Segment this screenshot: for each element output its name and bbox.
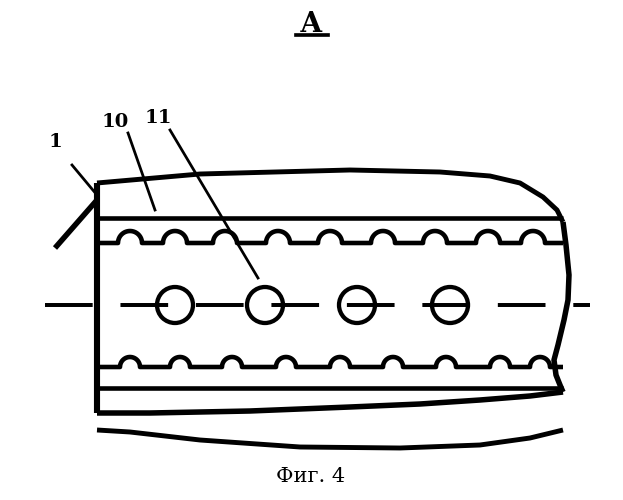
Text: 11: 11	[145, 109, 172, 127]
Text: Фиг. 4: Фиг. 4	[277, 466, 346, 485]
Text: 1: 1	[48, 133, 62, 151]
Text: 10: 10	[102, 113, 128, 131]
Text: А: А	[300, 12, 322, 38]
